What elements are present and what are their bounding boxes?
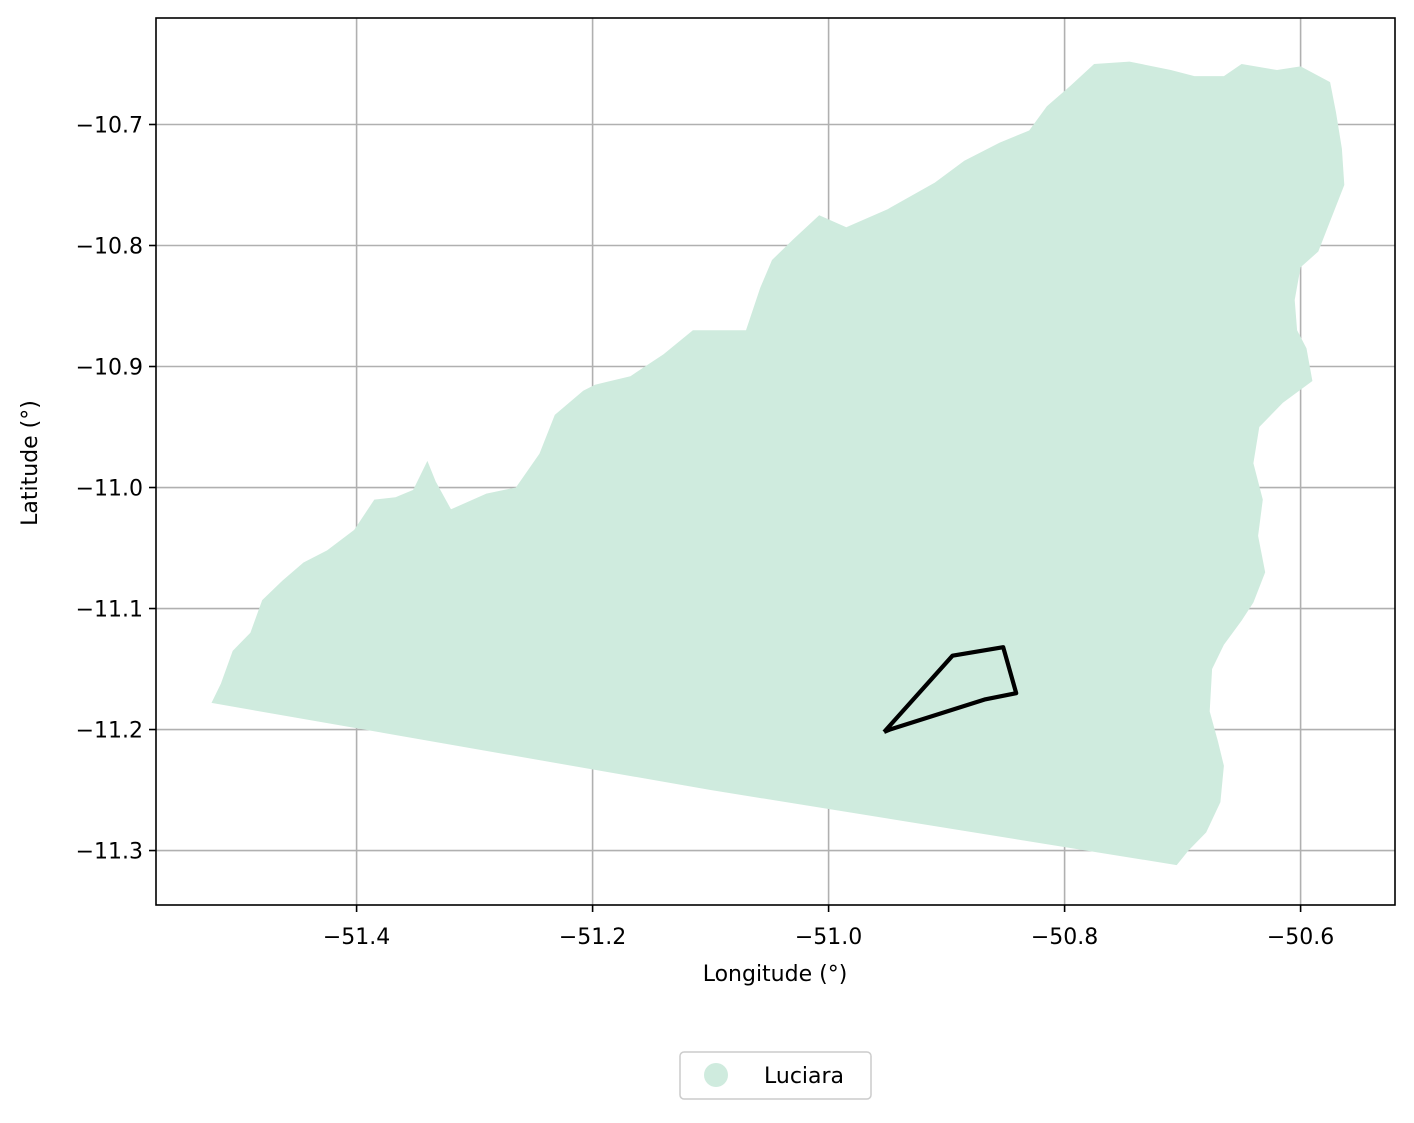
y-tick-label: −10.9 xyxy=(76,356,143,381)
y-tick-label: −11.2 xyxy=(76,719,143,744)
outline-layer xyxy=(882,645,1019,734)
y-tick-label: −10.8 xyxy=(76,234,143,259)
legend-box xyxy=(679,1051,872,1100)
outline-polygon xyxy=(882,645,1019,734)
y-axis-label: Latitude (°) xyxy=(18,400,43,526)
x-tick-label: −51.4 xyxy=(323,925,390,950)
legend: Luciara xyxy=(679,1051,872,1100)
x-tick-label: −50.6 xyxy=(1267,925,1334,950)
region-layer xyxy=(211,61,1345,866)
y-tick-label: −11.1 xyxy=(76,598,143,623)
y-tick-label: −10.7 xyxy=(76,113,143,138)
axis-ticks: −51.4 −51.2 −51.0 −50.8 −50.6 −10.7 −10.8 −10.9… xyxy=(76,113,1335,950)
legend-marker xyxy=(704,1063,728,1087)
x-tick-label: −50.8 xyxy=(1031,925,1098,950)
region-luciara xyxy=(211,61,1345,866)
x-tick-label: −51.2 xyxy=(559,925,626,950)
legend-label-luciara: Luciara xyxy=(764,1064,844,1089)
y-tick-label: −11.3 xyxy=(76,840,143,865)
plot-frame xyxy=(155,17,1396,906)
x-tick-label: −51.0 xyxy=(795,925,862,950)
y-tick-label: −11.0 xyxy=(76,477,143,502)
x-axis-label: Longitude (°) xyxy=(703,962,848,987)
